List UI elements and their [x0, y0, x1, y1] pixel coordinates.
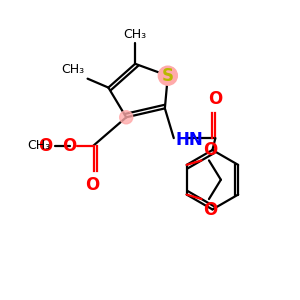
Text: O: O	[38, 136, 52, 154]
Text: O: O	[203, 200, 217, 218]
Circle shape	[120, 111, 133, 124]
Text: O: O	[85, 176, 100, 194]
Text: CH₃: CH₃	[124, 28, 147, 40]
Text: CH₃: CH₃	[61, 63, 84, 76]
Text: O: O	[208, 90, 223, 108]
Circle shape	[158, 66, 177, 85]
Text: S: S	[162, 67, 174, 85]
Text: HN: HN	[175, 130, 203, 148]
Text: O: O	[62, 136, 76, 154]
Text: O: O	[203, 141, 217, 159]
Text: CH₃: CH₃	[27, 139, 50, 152]
